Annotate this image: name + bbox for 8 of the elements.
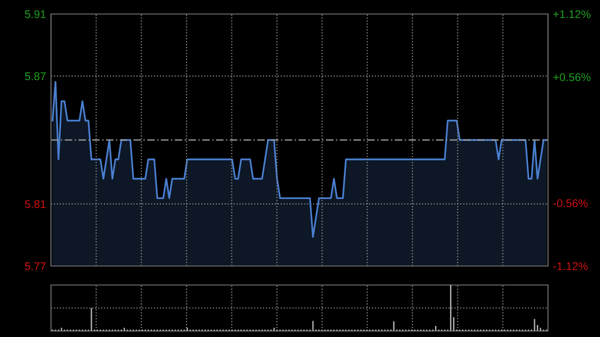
y-tick-label: 5.91 [24, 10, 46, 18]
y-tick-label: 5.81 [24, 200, 46, 208]
y2-tick-label: +0.56% [553, 73, 590, 82]
y2-tick-label: -1.12% [553, 262, 588, 270]
y-tick-label: 5.77 [24, 262, 46, 270]
y-tick-label: 5.87 [24, 72, 46, 80]
y2-tick-label: -0.56% [553, 199, 588, 208]
y2-tick-label: +1.12% [553, 10, 590, 18]
